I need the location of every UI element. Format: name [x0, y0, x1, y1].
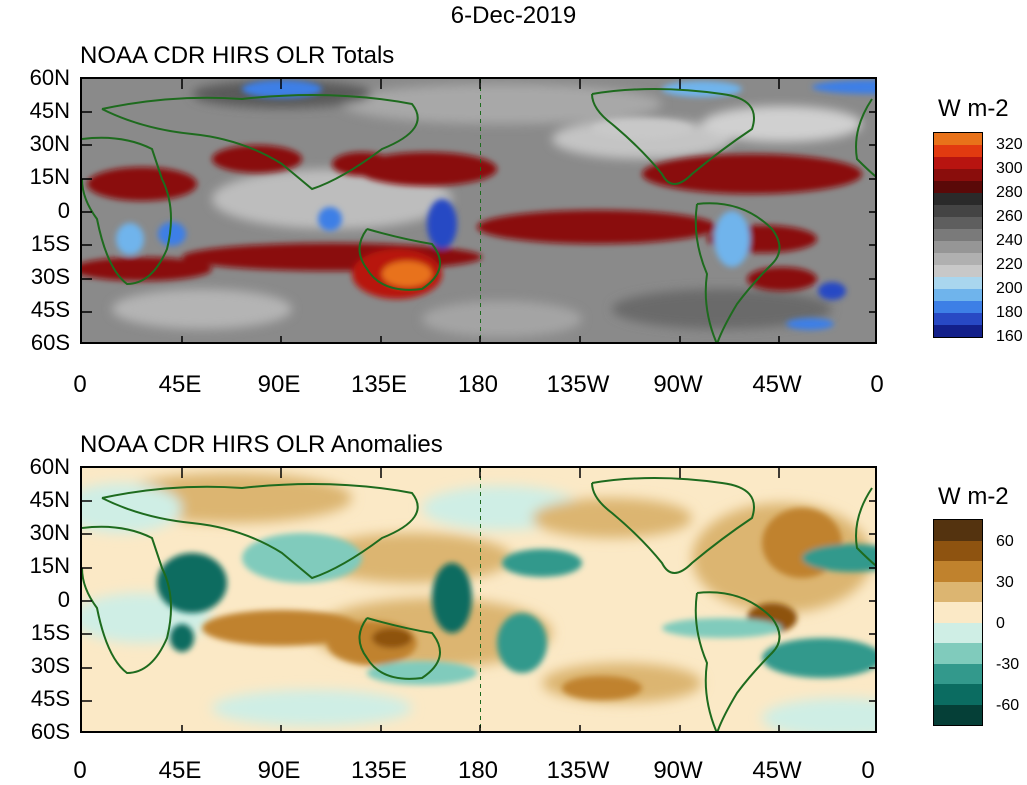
lon-label: 90E: [257, 371, 301, 398]
colorbar-label: 220: [996, 256, 1023, 273]
colorbar-label: -30: [996, 656, 1020, 673]
colorbar-swatch: [934, 313, 982, 325]
colorbar-swatch: [934, 169, 982, 181]
colorbar-swatch: [934, 581, 982, 602]
lat-label: 45S: [30, 686, 70, 711]
colorbar-swatch: [934, 602, 982, 623]
lat-label: 15S: [30, 620, 70, 645]
lat-label: 30N: [29, 520, 70, 545]
lon-label: 45E: [158, 371, 202, 398]
colorbar-label: 300: [996, 160, 1023, 177]
lat-label: 0: [57, 587, 70, 612]
colorbar-swatch: [934, 643, 982, 664]
colorbar-label: 0: [996, 615, 1005, 632]
lon-label: 45E: [158, 757, 202, 784]
lat-label: 45S: [30, 297, 70, 322]
lon-label: 135W: [546, 757, 610, 784]
lon-label: 90E: [257, 757, 301, 784]
colorbar-swatch: [934, 704, 982, 725]
colorbar-swatch: [934, 684, 982, 705]
totals-map[interactable]: [80, 77, 877, 344]
lat-label: 45N: [29, 487, 70, 512]
lon-label: 0: [861, 757, 875, 784]
colorbar-swatch: [934, 622, 982, 643]
lon-label: 90W: [653, 371, 703, 398]
main-title: 6-Dec-2019: [450, 2, 577, 29]
colorbar-swatch: [934, 145, 982, 157]
colorbar-swatch: [934, 301, 982, 313]
colorbar-label: 280: [996, 184, 1023, 201]
lat-label: 0: [57, 198, 70, 223]
colorbar-label: 240: [996, 232, 1023, 249]
colorbar-label: 180: [996, 304, 1023, 321]
colorbar-swatch: [934, 540, 982, 561]
colorbar-label: 320: [996, 136, 1023, 153]
lon-label: 180: [457, 757, 499, 784]
colorbar-label: 200: [996, 280, 1023, 297]
anomalies-panel-title: NOAA CDR HIRS OLR Anomalies: [80, 431, 443, 458]
colorbar-swatch: [934, 277, 982, 289]
lon-label: 180: [457, 371, 499, 398]
lat-label: 60N: [29, 454, 70, 479]
lat-label: 15N: [29, 553, 70, 578]
colorbar-label: 60: [996, 533, 1014, 550]
lat-label: 60S: [30, 719, 70, 744]
colorbar-swatch: [934, 325, 982, 337]
colorbar-swatch: [934, 229, 982, 241]
colorbar-swatch: [934, 181, 982, 193]
colorbar-swatch: [934, 253, 982, 265]
lat-label: 30S: [30, 264, 70, 289]
colorbar-swatch: [934, 241, 982, 253]
colorbar-label: -60: [996, 697, 1020, 714]
colorbar-swatch: [934, 205, 982, 217]
colorbar-swatch: [934, 561, 982, 582]
colorbar-swatch: [934, 663, 982, 684]
lat-label: 60N: [29, 65, 70, 90]
anomalies-map[interactable]: [80, 466, 877, 733]
lat-label: 15N: [29, 164, 70, 189]
colorbar-swatch: [934, 265, 982, 277]
colorbar-swatch: [934, 133, 982, 145]
colorbar-swatch: [934, 193, 982, 205]
colorbar-swatch: [934, 217, 982, 229]
colorbar-label: 260: [996, 208, 1023, 225]
lat-label: 60S: [30, 330, 70, 355]
lon-label: 135E: [350, 757, 408, 784]
lon-label: 45W: [752, 757, 802, 784]
colorbar-label: 30: [996, 574, 1014, 591]
lon-label: 45W: [752, 371, 802, 398]
totals-colorbar: [933, 132, 983, 338]
colorbar-swatch: [934, 289, 982, 301]
anomalies-colorbar-title: W m-2: [938, 483, 1009, 510]
lat-label: 45N: [29, 98, 70, 123]
totals-colorbar-title: W m-2: [938, 95, 1009, 122]
anomalies-map-field: [82, 468, 875, 731]
anomalies-colorbar: [933, 519, 983, 726]
colorbar-swatch: [934, 520, 982, 541]
colorbar-label: 160: [996, 328, 1023, 345]
lon-label: 0: [870, 371, 884, 398]
lon-label: 90W: [653, 757, 703, 784]
lon-label: 135W: [546, 371, 610, 398]
lon-label: 0: [73, 757, 87, 784]
lat-label: 30S: [30, 653, 70, 678]
totals-panel-title: NOAA CDR HIRS OLR Totals: [80, 42, 395, 69]
lat-label: 15S: [30, 231, 70, 256]
lon-label: 0: [73, 371, 87, 398]
totals-map-field: [82, 79, 875, 342]
lon-label: 135E: [350, 371, 408, 398]
lat-label: 30N: [29, 131, 70, 156]
colorbar-swatch: [934, 157, 982, 169]
